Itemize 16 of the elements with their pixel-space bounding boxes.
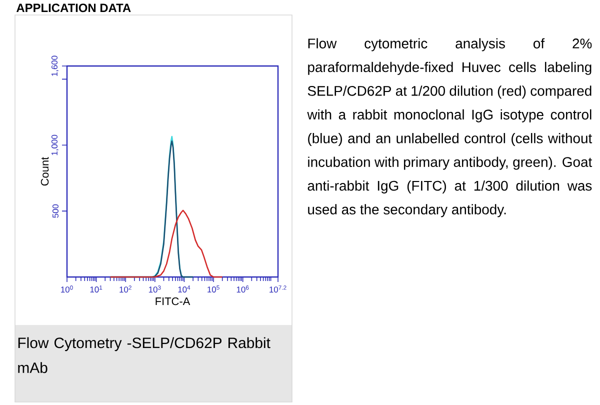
x-tick-label: 10$^{3}$ (148, 286, 161, 293)
y-tick-label: 1,000 (51, 134, 58, 156)
x-tick-label: 10$^{6}$ (236, 286, 249, 293)
y-axis-title: Count (40, 156, 49, 186)
y-tick-label: 1,600 (51, 56, 58, 76)
x-tick-label: 10$^{5}$ (208, 286, 220, 292)
y-tick-label: 500 (52, 204, 58, 218)
text: Flow cytometric analysis of 2% paraformaldehyde-fixed Huvec cells labeling SELP/CD62P at 1/200 dilution (red) compared with a rabbit monoclonal IgG isotype control (blue) and an unlabelled control (cells without incubation with primary antibody, green). Goat anti-rabbit IgG (FITC) at 1/300 dilution was used as the secondary antibody. (307, 38, 592, 218)
text: Flow Cytometry -SELP/CD62P Rabbit mAb (18, 337, 270, 374)
x-tick-label: 10$^{1}$ (90, 286, 102, 292)
x-tick-label: 10$^{2}$ (120, 286, 132, 293)
x-tick-label: 10$^{7.2}$ (270, 286, 286, 293)
x-axis-title: FITC-A (156, 297, 190, 306)
chart-title: APPLICATION DATA (16, 4, 131, 12)
x-tick-label: 10$^{0}$ (61, 286, 73, 293)
x-tick-label: 10$^{4}$ (178, 286, 190, 292)
